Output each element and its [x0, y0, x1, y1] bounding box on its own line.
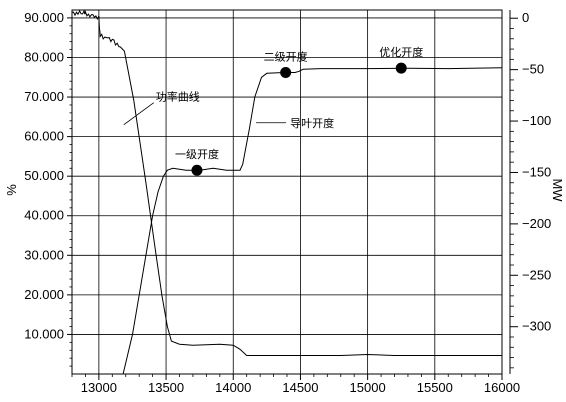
x-tick-label: 13500	[148, 380, 184, 395]
y-left-tick-label: 40.000	[24, 208, 64, 223]
x-tick-label: 14000	[215, 380, 251, 395]
y-right-tick-label: 0	[522, 10, 529, 25]
marker-label: 优化开度	[379, 45, 423, 59]
y-left-tick-label: 20.000	[24, 287, 64, 302]
y-left-tick-label: 90.000	[24, 10, 64, 25]
series-line-2	[122, 67, 503, 375]
marker-label: 二级开度	[264, 50, 308, 64]
series-line-1	[71, 9, 502, 356]
y-left-tick-label: 30.000	[24, 247, 64, 262]
y-left-tick-label: 50.000	[24, 168, 64, 183]
y-right-tick-label: −100	[522, 113, 551, 128]
y-left-tick-label: 60.000	[24, 129, 64, 144]
right-axis: 0 −50 −100 −150 −200 −250 −300	[509, 10, 551, 374]
callout-leader	[123, 102, 154, 126]
x-tick-label: 13000	[81, 380, 117, 395]
marker-point	[395, 62, 407, 74]
y-left-tick-label: 70.000	[24, 89, 64, 104]
marker-layer: 一级开度 二级开度 优化开度	[175, 45, 423, 176]
marker-point	[280, 67, 292, 79]
y-right-tick-label: −300	[522, 319, 551, 334]
grid	[72, 10, 502, 374]
callout-label: 导叶开度	[290, 116, 334, 130]
y-left-tick-label: 80.000	[24, 49, 64, 64]
callout-label: 功率曲线	[156, 90, 200, 104]
x-tick-label: 14500	[282, 380, 318, 395]
y-left-axis-title: %	[4, 184, 19, 196]
x-tick-label: 15500	[417, 380, 453, 395]
y-left-tick-label: 10.000	[24, 326, 64, 341]
y-right-tick-label: −150	[522, 164, 551, 179]
series-layer	[71, 9, 503, 375]
x-tick-label: 15000	[350, 380, 386, 395]
left-axis: 10.000 20.000 30.000 40.000 50.000 60.000 70.0…	[24, 10, 72, 367]
marker-label: 一级开度	[175, 147, 219, 161]
marker-point	[191, 164, 203, 176]
y-right-tick-label: −200	[522, 216, 551, 231]
y-right-tick-label: −250	[522, 267, 551, 282]
x-axis: 13000 13500 14000 14500 15000 15500 16000	[71, 374, 520, 395]
y-right-tick-label: −50	[522, 62, 544, 77]
x-tick-label: 16000	[484, 380, 520, 395]
y-right-axis-title: MW	[550, 178, 565, 202]
